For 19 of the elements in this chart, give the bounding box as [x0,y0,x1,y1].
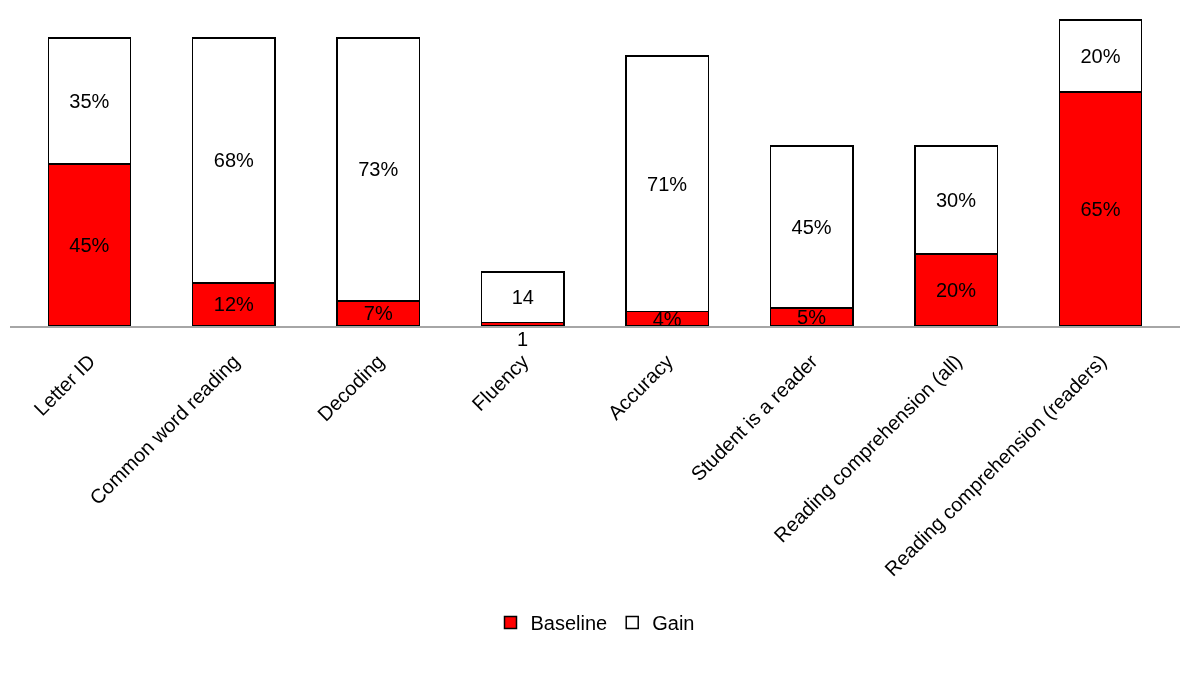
data-label: 73% [358,158,399,181]
data-label: 30% [935,189,977,212]
legend-label: Gain [652,612,695,635]
data-label: 20% [1080,45,1121,68]
data-label: 4% [652,307,682,330]
data-label: 20% [935,279,977,302]
data-label: 45% [791,216,832,239]
data-label: 14 [511,286,534,309]
data-label: 71% [647,172,688,195]
bar [480,271,565,324]
data-label: 65% [1080,198,1121,221]
data-label: 5% [797,306,827,329]
data-label: 68% [213,149,255,172]
data-label: 7% [363,302,393,325]
data-label: 35% [69,90,110,113]
data-label: 1 [517,328,529,350]
legend-label: Baseline [530,612,608,635]
data-label: 12% [213,293,255,316]
data-label: 45% [69,234,110,257]
